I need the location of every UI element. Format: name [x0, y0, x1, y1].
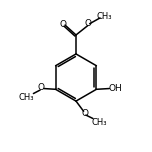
Text: O: O: [81, 109, 88, 118]
Text: CH₃: CH₃: [97, 12, 112, 21]
Text: O: O: [38, 83, 45, 92]
Text: O: O: [60, 20, 67, 29]
Text: CH₃: CH₃: [92, 118, 107, 127]
Text: OH: OH: [109, 84, 123, 93]
Text: O: O: [84, 19, 91, 28]
Text: CH₃: CH₃: [19, 93, 34, 102]
